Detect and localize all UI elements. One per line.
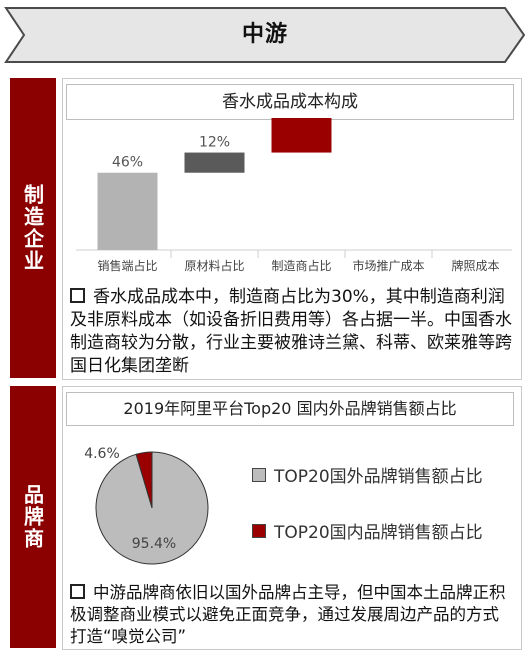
cost-chart-title: 香水成品成本构成 [66, 84, 514, 120]
legend-domestic: TOP20国内品牌销售额占比 [252, 518, 483, 543]
brand-side-label: 品牌商 [10, 386, 56, 648]
bar-2 [184, 152, 245, 173]
category-label-4: 市场推广成本 [352, 258, 424, 273]
bar-1 [97, 172, 158, 250]
category-label-5: 牌照成本 [451, 259, 499, 273]
section-title: 中游 [241, 22, 288, 47]
manufacturing-note-text: 香水成品成本中，制造商占比为30%，其中制造商利润及非原料成本（如设备折旧费用等… [70, 287, 512, 376]
brand-note-text: 中游品牌商依旧以国外品牌占主导，但中国本土品牌正积极调整商业模式以避免正面竞争，… [70, 583, 506, 646]
manufacturing-note: 香水成品成本中，制造商占比为30%，其中制造商利润及非原料成本（如设备折旧费用等… [70, 286, 516, 378]
category-label-2: 原材料占比 [184, 258, 244, 273]
bar-3 [271, 118, 332, 153]
legend-domestic-swatch [252, 523, 266, 538]
bar-value-label-1: 46% [112, 155, 143, 171]
pie-slice-1 [95, 451, 209, 565]
legend-domestic-label: TOP20国内品牌销售额占比 [274, 523, 483, 543]
manufacturing-side-label: 制造企业 [10, 78, 56, 378]
manufacturing-side-label-text: 制造企业 [20, 184, 45, 272]
brand-share-pie-chart: 4.6% 95.4% [84, 446, 209, 565]
brand-chart-title: 2019年阿里平台Top20 国内外品牌销售额占比 [66, 392, 514, 426]
brand-note: 中游品牌商依旧以国外品牌占主导，但中国本土品牌正积极调整商业模式以避免正面竞争，… [70, 582, 510, 648]
legend-foreign-swatch [252, 467, 266, 482]
bar-value-label-2: 12% [199, 135, 230, 151]
brand-side-label-text: 品牌商 [20, 484, 45, 550]
pie-label-domestic: 4.6% [84, 446, 120, 462]
category-label-3: 制造商占比 [271, 258, 331, 273]
legend-foreign: TOP20国外品牌销售额占比 [252, 462, 483, 487]
section-banner [4, 7, 526, 63]
legend-foreign-label: TOP20国外品牌销售额占比 [274, 467, 483, 487]
bullet-icon [70, 287, 85, 303]
category-label-1: 销售端占比 [97, 258, 157, 273]
pie-label-foreign: 95.4% [132, 536, 176, 552]
bullet-icon [70, 584, 85, 599]
